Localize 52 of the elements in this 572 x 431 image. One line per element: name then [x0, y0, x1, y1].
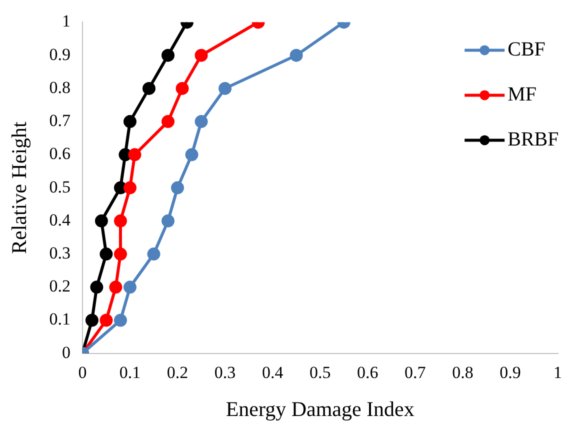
y-tick-label: 0.9: [49, 44, 70, 64]
x-tick-label: 0: [78, 363, 87, 382]
point: [162, 214, 175, 228]
y-tick-label: 0.6: [49, 144, 70, 164]
x-tick-label: 0.2: [166, 363, 188, 382]
legend-label: BRBF: [508, 128, 559, 150]
point: [85, 314, 98, 327]
legend-label: CBF: [508, 38, 546, 60]
x-tick-label: 0.4: [262, 363, 284, 382]
point: [123, 115, 136, 128]
point: [162, 48, 175, 62]
point: [123, 280, 136, 294]
point: [176, 82, 189, 95]
point: [114, 248, 127, 261]
y-tick-label: 0.8: [49, 78, 70, 97]
y-tick-label: 0.5: [49, 177, 70, 196]
point: [114, 314, 127, 327]
point: [218, 82, 232, 95]
point: [290, 48, 303, 62]
x-tick-label: 0.3: [214, 363, 236, 382]
legend-label: MF: [508, 83, 537, 106]
point: [90, 280, 104, 294]
point: [128, 148, 142, 162]
y-axis-title: Relative Height: [7, 121, 32, 254]
point: [194, 48, 208, 62]
x-axis-title: Energy Damage Index: [226, 396, 415, 421]
point: [171, 181, 184, 194]
x-tick-label: 0.6: [357, 363, 378, 382]
x-tick-label: 0.1: [119, 363, 141, 382]
y-tick-label: 0.2: [49, 276, 70, 296]
point: [100, 248, 113, 261]
point: [100, 314, 113, 327]
x-tick-label: 0.8: [452, 363, 474, 382]
point: [142, 82, 156, 95]
y-tick-label: 0.1: [49, 310, 70, 329]
point: [114, 214, 127, 228]
point: [194, 115, 208, 128]
point: [147, 248, 160, 261]
point: [109, 280, 122, 294]
y-tick-label: 0.4: [49, 210, 71, 230]
point: [162, 115, 175, 128]
point: [123, 181, 136, 194]
y-tick-label: 1: [62, 12, 70, 31]
point: [185, 148, 198, 162]
y-tick-label: 0: [62, 342, 70, 362]
y-tick-label: 0.3: [49, 244, 70, 263]
x-tick-label: 0.9: [500, 363, 521, 382]
x-tick-label: 0.5: [309, 363, 331, 382]
x-tick-label: 1: [554, 363, 562, 382]
y-tick-label: 0.7: [49, 111, 71, 130]
x-tick-label: 0.7: [404, 363, 426, 382]
point: [94, 214, 108, 228]
